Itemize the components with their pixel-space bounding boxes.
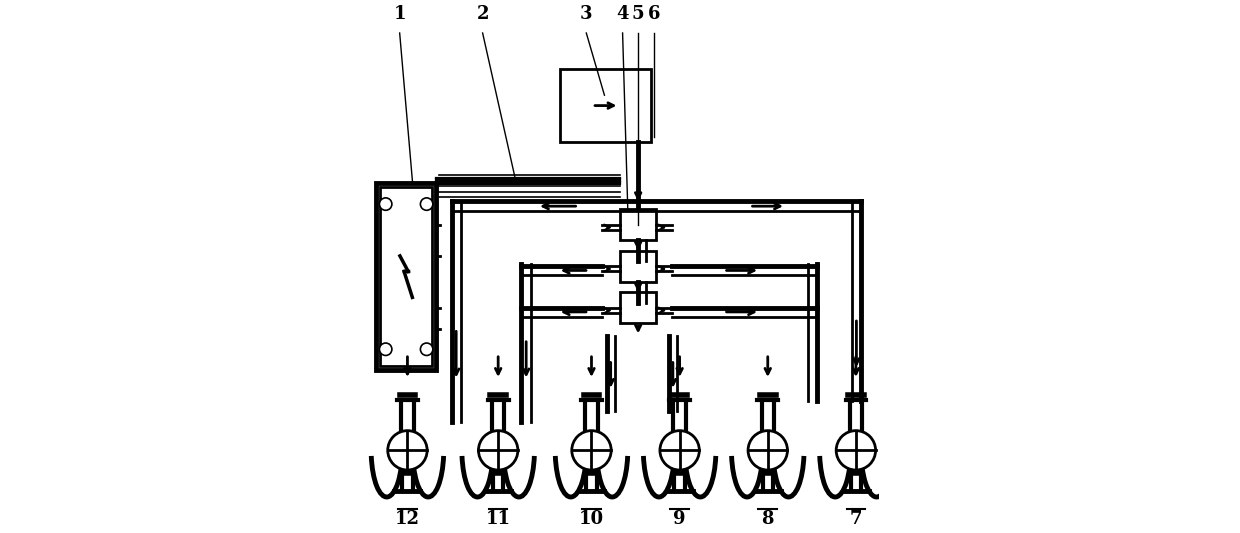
Text: 10: 10	[579, 511, 604, 529]
Circle shape	[836, 431, 875, 470]
Bar	[620, 292, 656, 324]
Circle shape	[572, 431, 611, 470]
Text: 8: 8	[761, 511, 774, 529]
Text: 7: 7	[849, 511, 862, 529]
Text: 1: 1	[393, 5, 405, 22]
Text: 5: 5	[632, 5, 645, 22]
Bar	[381, 188, 432, 366]
Bar	[560, 69, 651, 142]
Text: 2: 2	[476, 5, 489, 22]
Circle shape	[420, 343, 433, 356]
Text: 4: 4	[616, 5, 629, 22]
Text: 9: 9	[673, 511, 686, 529]
Text: 6: 6	[647, 5, 660, 22]
Circle shape	[420, 198, 433, 211]
Circle shape	[379, 198, 392, 211]
Text: 11: 11	[486, 511, 511, 529]
Bar	[620, 251, 656, 282]
Text: 12: 12	[396, 511, 420, 529]
Circle shape	[660, 431, 699, 470]
Circle shape	[379, 343, 392, 356]
Circle shape	[479, 431, 518, 470]
Bar	[620, 209, 656, 240]
Bar	[376, 183, 436, 370]
Circle shape	[748, 431, 787, 470]
Text: 3: 3	[580, 5, 593, 22]
Circle shape	[388, 431, 427, 470]
